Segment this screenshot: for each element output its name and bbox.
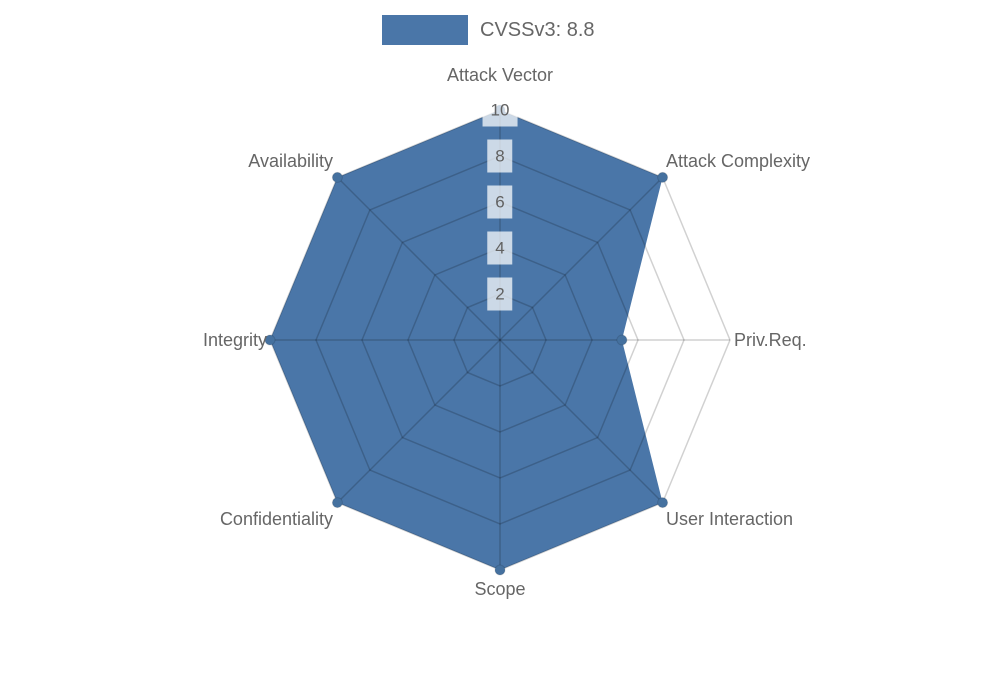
- axis-label-availability: Availability: [248, 151, 333, 171]
- radial-tick-label: 2: [487, 277, 513, 311]
- axis-line: [336, 176, 501, 341]
- radial-tick-label: 8: [487, 139, 513, 173]
- axis-label-attack-complexity: Attack Complexity: [666, 151, 811, 171]
- axis-label-integrity: Integrity: [202, 330, 267, 350]
- radial-tick-label: 6: [487, 185, 513, 219]
- data-point: [657, 497, 669, 509]
- legend-label: CVSSv3: 8.8: [480, 18, 595, 41]
- legend-color-swatch: [382, 15, 468, 45]
- grid-ring: [453, 293, 547, 387]
- data-point: [331, 497, 343, 509]
- data-point: [657, 171, 669, 183]
- axis-line: [499, 339, 664, 504]
- axis-label-user-interaction: User Interaction: [666, 509, 794, 529]
- axis-label-attack-vector: Attack Vector: [446, 65, 554, 85]
- axis-label-priv-req: Priv.Req.: [734, 330, 807, 350]
- grid-ring: [361, 201, 639, 479]
- grid-ring: [407, 247, 593, 433]
- axis-line: [499, 176, 664, 341]
- data-point: [616, 334, 628, 346]
- radial-tick-label: 10: [482, 93, 518, 127]
- data-point: [494, 564, 506, 576]
- chart-legend[interactable]: CVSSv3: 8.8: [382, 15, 595, 45]
- axis-label-scope: Scope: [474, 579, 526, 599]
- data-point: [331, 171, 343, 183]
- radial-tick-label: 4: [487, 231, 513, 265]
- grid-ring: [315, 155, 685, 525]
- data-point: [264, 334, 276, 346]
- axis-label-confidentiality: Confidentiality: [219, 509, 333, 529]
- data-polygon: [270, 110, 663, 570]
- axis-line: [336, 339, 501, 504]
